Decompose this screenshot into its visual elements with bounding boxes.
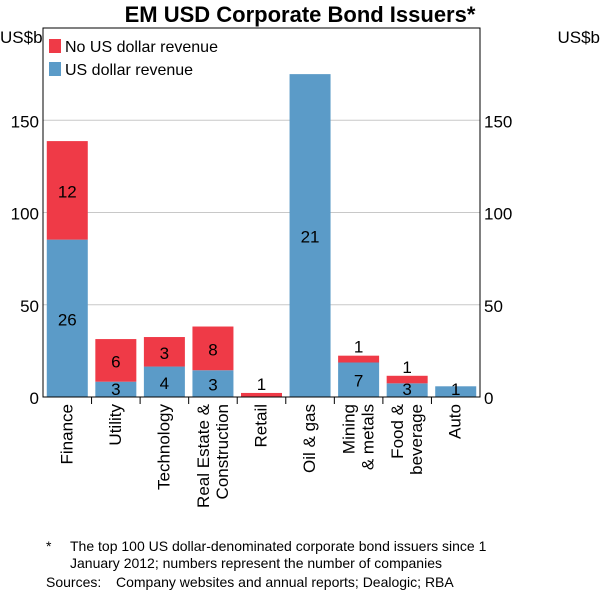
- x-tick-label: Real Estate &Construction: [194, 403, 232, 508]
- footnotes: * The top 100 US dollar-denominated corp…: [0, 538, 510, 591]
- bar-no-usd-revenue: [95, 339, 137, 382]
- bar-chart: EM USD Corporate Bond Issuers* 0 0 50 50 100 1…: [0, 2, 600, 508]
- plot-frame: [42, 27, 481, 398]
- data-label: 1: [257, 375, 266, 394]
- bar-usd-revenue: [338, 362, 380, 397]
- y-tick-label-left: 0: [30, 389, 39, 408]
- x-tick-label: Retail: [252, 404, 271, 447]
- footnote-text: The top 100 US dollar-denominated corpor…: [70, 538, 487, 571]
- x-tick-label: Oil & gas: [300, 404, 319, 473]
- bar-usd-revenue: [192, 370, 234, 397]
- x-tick-label: Mining& metals: [340, 404, 378, 470]
- x-tick-label: Technology: [154, 404, 173, 491]
- data-label: 3: [402, 380, 411, 399]
- bar-usd-revenue: [46, 239, 88, 397]
- y-tick-label-right: 150: [484, 112, 512, 131]
- footnote-mark: *: [46, 538, 52, 554]
- y-tick-label-left: 50: [20, 297, 39, 316]
- bar-no-usd-revenue: [241, 392, 282, 397]
- legend-swatch: [49, 62, 61, 76]
- bar-no-usd-revenue: [386, 375, 428, 384]
- sources-text: Company websites and annual reports; Dea…: [116, 574, 454, 590]
- bar-no-usd-revenue: [46, 141, 88, 240]
- data-label: 3: [160, 344, 169, 363]
- bar-usd-revenue: [143, 366, 185, 397]
- x-tick-label: Finance: [57, 404, 76, 464]
- bar-usd-revenue: [289, 74, 331, 397]
- x-tick-label: Utility: [106, 404, 125, 446]
- legend-label: No US dollar revenue: [65, 39, 218, 56]
- data-label: 1: [354, 338, 363, 357]
- y-tick-label-right: 50: [484, 297, 503, 316]
- data-label: 1: [402, 358, 411, 377]
- x-tick-label: Auto: [446, 404, 465, 439]
- data-label: 7: [354, 372, 363, 391]
- data-label: 4: [160, 374, 169, 393]
- y-axis-label-left: US$b: [0, 28, 43, 47]
- data-label: 12: [58, 182, 77, 201]
- y-tick-label-right: 100: [484, 205, 512, 224]
- data-label: 3: [111, 380, 120, 399]
- x-tick-label: Food &beverage: [388, 403, 426, 475]
- sources-label: Sources:: [46, 574, 102, 590]
- bar-usd-revenue: [386, 383, 428, 397]
- bar-usd-revenue: [435, 386, 477, 397]
- y-axis-label-right: US$b: [557, 28, 600, 47]
- legend-swatch: [49, 39, 61, 53]
- data-label: 6: [111, 352, 120, 371]
- bar-no-usd-revenue: [338, 355, 380, 363]
- y-tick-label-right: 0: [484, 389, 493, 408]
- data-label: 21: [301, 228, 320, 247]
- legend-label: US dollar revenue: [65, 62, 193, 79]
- data-label: 1: [451, 380, 460, 399]
- data-label: 3: [208, 376, 217, 395]
- data-label: 26: [58, 310, 77, 329]
- chart-title: EM USD Corporate Bond Issuers*: [125, 2, 476, 27]
- data-label: 8: [208, 340, 217, 359]
- bar-no-usd-revenue: [192, 326, 234, 371]
- bar-usd-revenue: [95, 381, 137, 397]
- y-tick-label-left: 100: [11, 205, 39, 224]
- bar-no-usd-revenue: [143, 337, 185, 367]
- y-tick-label-left: 150: [11, 112, 39, 131]
